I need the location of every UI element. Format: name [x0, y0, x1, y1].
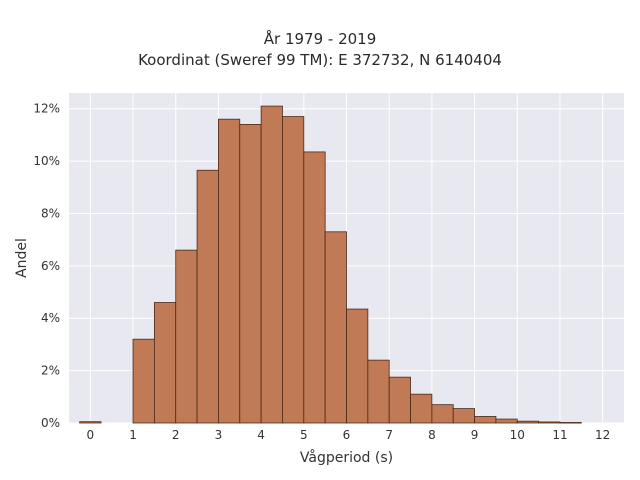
x-tick-label: 6: [343, 428, 351, 442]
chart-title-line-1: År 1979 - 2019: [263, 30, 377, 48]
x-tick-label: 5: [300, 428, 308, 442]
y-tick-label: 8%: [41, 206, 60, 220]
histogram-bar: [346, 308, 369, 424]
histogram-bar: [196, 169, 219, 424]
histogram-bar: [559, 422, 582, 424]
histogram-bar: [388, 376, 411, 424]
bars: [79, 105, 582, 424]
y-tick-label: 12%: [33, 102, 60, 116]
histogram-bar: [239, 124, 262, 424]
x-tick-labels: 0 1 2 3 4 5 6 7 8 9 10 11 12: [87, 428, 611, 442]
histogram-bar: [410, 393, 433, 424]
histogram-bar: [282, 116, 305, 424]
histogram-bar: [303, 151, 326, 424]
histogram-bar: [538, 421, 561, 424]
x-tick-label: 7: [385, 428, 393, 442]
histogram-bar: [452, 408, 475, 424]
y-tick-label: 0%: [41, 416, 60, 430]
histogram-bar: [431, 404, 454, 424]
x-tick-label: 0: [87, 428, 95, 442]
y-tick-label: 6%: [41, 259, 60, 273]
y-tick-label: 10%: [33, 154, 60, 168]
histogram-bar: [79, 421, 102, 424]
histogram-bar: [132, 338, 155, 424]
histogram-bar: [153, 302, 177, 424]
x-tick-label: 1: [129, 428, 137, 442]
x-tick-label: 8: [428, 428, 436, 442]
x-tick-label: 9: [471, 428, 479, 442]
histogram-bar: [175, 249, 198, 424]
y-tick-label: 4%: [41, 311, 60, 325]
y-axis-label: Andel: [14, 238, 30, 278]
histogram-bar: [324, 231, 347, 424]
histogram-bar: [367, 359, 390, 424]
chart-title-line-2: Koordinat (Sweref 99 TM): E 372732, N 61…: [138, 51, 502, 69]
histogram-bar: [495, 418, 518, 424]
x-tick-label: 12: [595, 428, 610, 442]
y-tick-label: 2%: [41, 364, 60, 378]
histogram-bar: [218, 118, 241, 424]
x-tick-label: 2: [172, 428, 180, 442]
x-tick-label: 10: [510, 428, 525, 442]
x-tick-label: 11: [552, 428, 567, 442]
y-tick-labels: 0% 2% 4% 6% 8% 10% 12%: [33, 102, 60, 430]
x-tick-label: 3: [215, 428, 223, 442]
histogram-bar: [474, 416, 497, 424]
x-tick-label: 4: [257, 428, 265, 442]
histogram-bar: [260, 105, 283, 424]
histogram-bar: [516, 420, 540, 424]
x-axis-label: Vågperiod (s): [300, 449, 393, 466]
